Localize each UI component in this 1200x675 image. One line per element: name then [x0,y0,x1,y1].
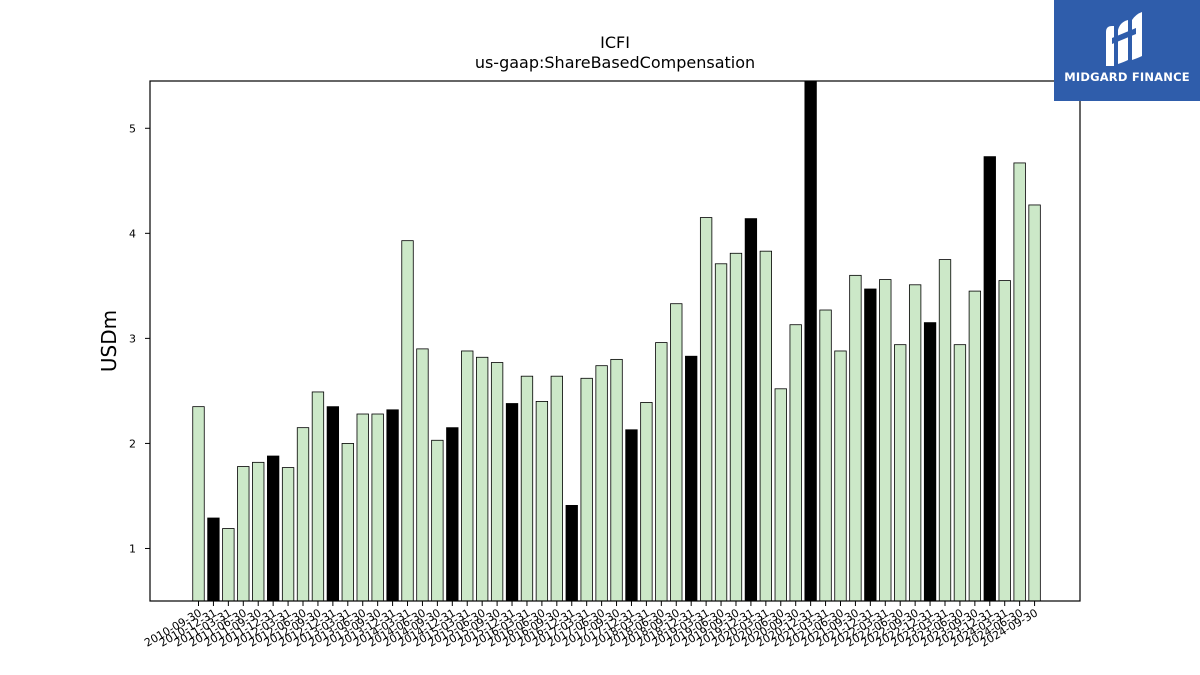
bar-2015-06-30 [476,356,489,602]
bar-2014-03-31 [401,240,414,602]
bar-2018-12-31 [685,355,698,602]
bar-2019-03-31 [699,217,713,602]
bar-2020-06-30 [774,388,787,602]
bar-2012-09-30 [311,391,325,602]
bar-2017-09-30 [610,358,623,602]
bar-2012-12-31 [326,406,340,602]
y-tick-label: 3 [129,332,136,345]
bar-2019-06-30 [714,263,728,602]
bar-2018-09-30 [670,303,683,602]
bar-2015-03-31 [461,350,474,602]
bar-2019-12-31 [744,218,758,602]
bar-2013-06-30 [356,413,369,602]
bar-2013-03-31 [341,443,354,602]
bar-2017-03-31 [580,377,593,602]
chart-title: ICFI [600,33,630,52]
bar-2021-06-30 [834,350,847,602]
bar-2013-12-31 [386,409,399,602]
bars-group [192,80,1041,602]
bar-2012-06-30 [296,427,310,602]
brand-name: MIDGARD FINANCE [1064,70,1190,84]
bar-2020-09-30 [789,324,802,602]
y-axis: 1 2 3 4 5 [129,122,150,555]
bar-2018-06-30 [655,342,668,602]
bar-2017-12-31 [625,429,638,602]
bar-2021-09-30 [849,274,862,602]
bar-2016-12-31 [565,504,578,602]
y-tick-label: 4 [129,227,136,240]
bar-2013-09-30 [371,413,384,602]
bar-2014-06-30 [416,348,429,602]
bar-2019-09-30 [729,252,743,602]
bar-2022-06-30 [894,344,907,602]
bar-2021-12-31 [864,288,877,602]
x-axis: 2010-09-302010-12-312011-03-312011-06-30… [142,601,1040,650]
midgard-logo-icon [1106,12,1142,66]
bar-2018-03-31 [640,402,653,602]
bar-2014-09-30 [431,439,444,602]
bar-2011-09-30 [252,461,265,602]
bar-2011-03-31 [222,528,235,602]
bar-2023-09-30 [968,290,982,602]
y-tick-label: 5 [129,122,136,135]
bar-2022-09-30 [908,284,922,602]
bar-2010-12-31 [207,517,220,602]
bar-2015-09-30 [490,362,504,602]
bar-2024-09-30 [1028,204,1041,602]
bar-2011-12-31 [266,455,280,602]
bar-2014-12-31 [446,427,459,602]
bar-2024-06-30 [1013,162,1026,602]
y-tick-label: 2 [129,437,136,450]
bar-2020-12-31 [804,80,817,602]
bar-2021-03-31 [819,309,832,602]
bar-2012-03-31 [281,467,295,602]
bar-2016-06-30 [535,400,549,602]
bar-2022-12-31 [923,322,937,602]
chart-subtitle: us-gaap:ShareBasedCompensation [475,53,755,72]
bar-2023-06-30 [953,344,967,602]
bar-2023-03-31 [938,259,952,602]
y-tick-label: 1 [129,542,136,555]
bar-2022-03-31 [879,279,892,602]
bar-2011-06-30 [237,466,250,602]
brand-logo: MIDGARD FINANCE [1054,0,1200,101]
bar-2016-09-30 [550,375,563,602]
bar-2017-06-30 [595,365,608,602]
bar-2023-12-31 [983,156,996,602]
bar-2024-03-31 [998,280,1011,602]
bar-2010-09-30 [192,406,205,602]
bar-2016-03-31 [520,375,534,602]
bar-2015-12-31 [505,403,519,602]
plot-frame [149,80,1081,602]
bar-2020-03-31 [759,250,772,602]
y-axis-label: USDm [97,310,121,372]
